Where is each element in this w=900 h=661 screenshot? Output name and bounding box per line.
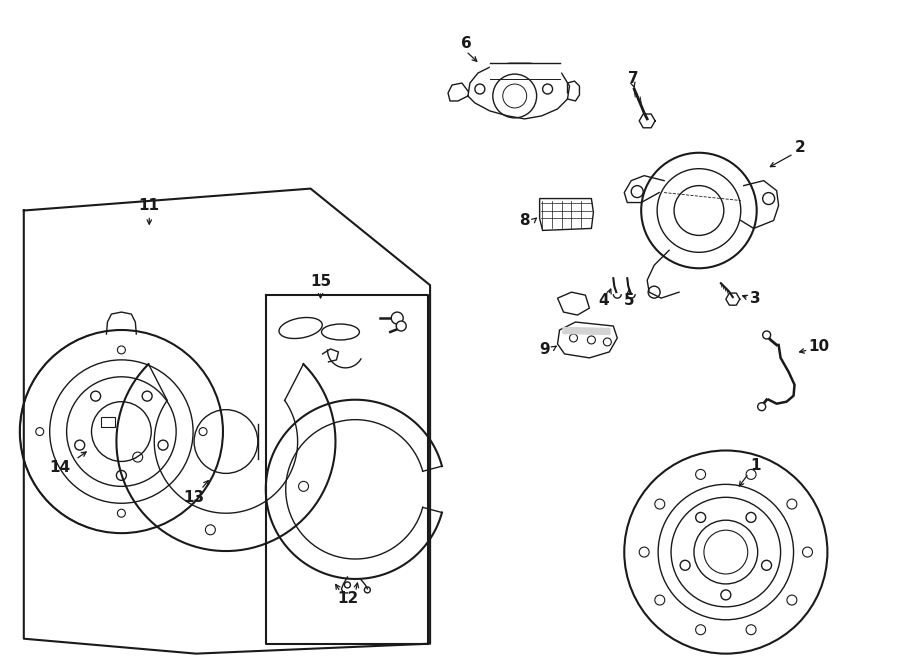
Text: 1: 1	[751, 458, 761, 473]
Text: 11: 11	[139, 198, 160, 213]
Text: 5: 5	[624, 293, 634, 307]
Text: 14: 14	[50, 460, 70, 475]
Text: 4: 4	[598, 293, 608, 307]
Text: 7: 7	[628, 71, 638, 85]
Text: 3: 3	[751, 291, 761, 305]
Text: 9: 9	[539, 342, 550, 358]
Text: 2: 2	[795, 140, 806, 155]
Text: 12: 12	[338, 592, 359, 606]
Text: 8: 8	[519, 213, 530, 228]
Polygon shape	[540, 198, 593, 231]
Circle shape	[392, 312, 403, 324]
Polygon shape	[557, 292, 590, 315]
Bar	[102, 416, 115, 426]
Circle shape	[762, 331, 770, 339]
Circle shape	[396, 321, 406, 331]
Text: 10: 10	[808, 340, 829, 354]
Text: 6: 6	[461, 36, 472, 51]
Polygon shape	[557, 322, 617, 358]
Text: 13: 13	[184, 490, 204, 505]
Circle shape	[758, 403, 766, 410]
Text: 15: 15	[310, 274, 331, 289]
